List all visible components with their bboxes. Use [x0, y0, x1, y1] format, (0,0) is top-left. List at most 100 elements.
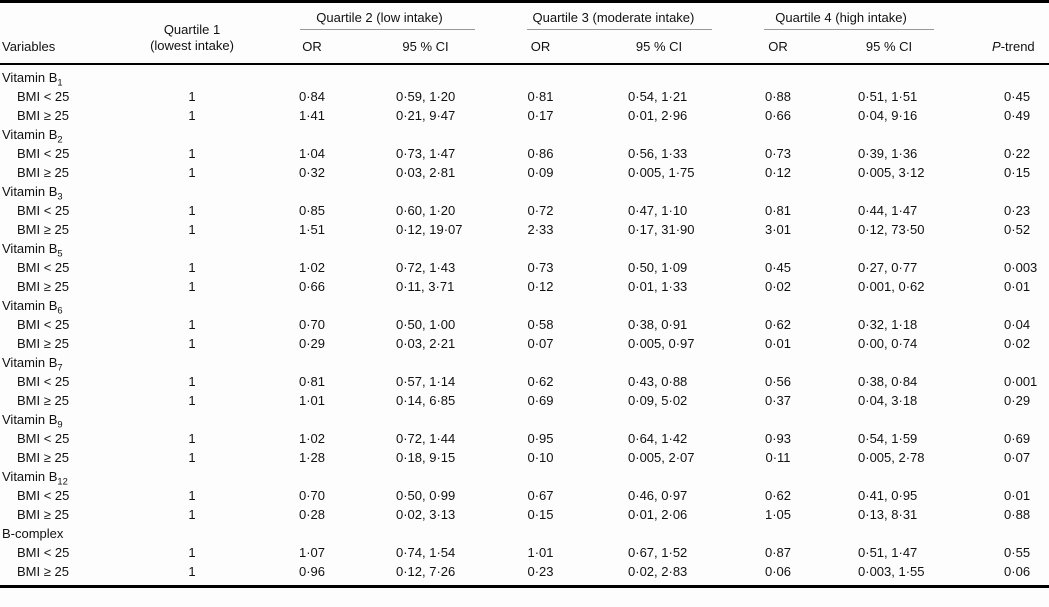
cell-q2-or: 0·84: [298, 89, 326, 104]
cell-q4-or: 0·73: [765, 146, 792, 161]
cell-q3-ci: 0·54, 1·21: [628, 89, 688, 104]
table-row: BMI ≥ 25 1 1·28 0·18, 9·15 0·10 0·005, 2·07 0·…: [0, 448, 1049, 467]
cell-q4-or: 0·37: [765, 393, 792, 408]
row-label: BMI < 25: [17, 317, 70, 332]
cell-p-trend: 0·23: [1004, 203, 1031, 218]
table-row: BMI < 25 1 0·81 0·57, 1·14 0·62 0·43, 0·88 0·5…: [0, 372, 1049, 391]
column-header-p-trend: P-trend: [952, 1, 1049, 65]
cell-q2-or: 1·02: [298, 260, 326, 275]
cell-q3-ci: 0·64, 1·42: [628, 431, 688, 446]
cell-p-trend: 0·69: [1004, 431, 1031, 446]
cell-q3-or: 0·15: [527, 507, 554, 522]
cell-q2-ci: 0·57, 1·14: [396, 374, 456, 389]
section-row: Vitamin B3: [0, 182, 1049, 201]
cell-q1: 1: [188, 222, 196, 237]
cell-q2-ci: 0·59, 1·20: [396, 89, 456, 104]
cell-q2-ci: 0·18, 9·15: [396, 450, 456, 465]
cell-q2-ci: 0·60, 1·20: [396, 203, 456, 218]
table-row: BMI ≥ 25 1 0·66 0·11, 3·71 0·12 0·01, 1·33 0·0…: [0, 277, 1049, 296]
cell-q4-or: 0·45: [765, 260, 792, 275]
column-header-q3-or: OR: [493, 30, 589, 65]
row-label: BMI ≥ 25: [17, 222, 69, 237]
cell-q2-or: 0·81: [298, 374, 326, 389]
cell-p-trend: 0·06: [1004, 564, 1031, 579]
quartile3-underline: [527, 29, 713, 30]
cell-q4-or: 1·05: [765, 507, 792, 522]
cell-q2-or: 1·41: [298, 108, 326, 123]
cell-q2-ci: 0·74, 1·54: [396, 545, 456, 560]
cell-q4-ci: 0·39, 1·36: [858, 146, 918, 161]
cell-q3-ci: 0·01, 2·96: [628, 108, 688, 123]
cell-q4-or: 0·93: [765, 431, 792, 446]
table-row: BMI < 25 1 1·07 0·74, 1·54 1·01 0·67, 1·52 0·8…: [0, 543, 1049, 562]
section-row: Vitamin B9: [0, 410, 1049, 429]
row-label: BMI ≥ 25: [17, 450, 69, 465]
cell-q3-or: 2·33: [527, 222, 554, 237]
cell-q2-ci: 0·72, 1·44: [396, 431, 456, 446]
cell-q4-ci: 0·51, 1·51: [858, 89, 918, 104]
cell-q1: 1: [188, 507, 196, 522]
table-row: BMI < 25 1 0·70 0·50, 0·99 0·67 0·46, 0·97 0·6…: [0, 486, 1049, 505]
group-header-row: Variables Quartile 1 (lowest intake) Qua…: [0, 1, 1049, 65]
cell-p-trend: 0·01: [1004, 279, 1031, 294]
cell-q1: 1: [188, 317, 196, 332]
cell-q4-ci: 0·51, 1·47: [858, 545, 918, 560]
section-label: Vitamin B2: [2, 127, 63, 145]
cell-q3-or: 0·23: [527, 564, 554, 579]
cell-q1: 1: [188, 203, 196, 218]
cell-q2-ci: 0·12, 7·26: [396, 564, 456, 579]
table-row: BMI < 25 1 1·02 0·72, 1·43 0·73 0·50, 1·09 0·4…: [0, 258, 1049, 277]
cell-q3-ci: 0·01, 2·06: [628, 507, 688, 522]
cell-q3-ci: 0·02, 2·83: [628, 564, 688, 579]
cell-q4-or: 0·66: [765, 108, 792, 123]
cell-p-trend: 0·02: [1004, 336, 1031, 351]
column-header-variables: Variables: [0, 1, 118, 65]
cell-q2-ci: 0·12, 19·07: [396, 222, 463, 237]
section-label: Vitamin B12: [2, 469, 68, 487]
quartile4-underline: [764, 29, 935, 30]
cell-q1: 1: [188, 146, 196, 161]
cell-q4-ci: 0·27, 0·77: [858, 260, 918, 275]
cell-q3-ci: 0·005, 0·97: [628, 336, 695, 351]
table-row: BMI ≥ 25 1 1·01 0·14, 6·85 0·69 0·09, 5·02 0·3…: [0, 391, 1049, 410]
column-header-q4-or: OR: [730, 30, 827, 65]
row-label: BMI < 25: [17, 89, 70, 104]
cell-q1: 1: [188, 89, 196, 104]
cell-q3-ci: 0·005, 2·07: [628, 450, 695, 465]
cell-q2-or: 0·29: [298, 336, 326, 351]
row-label: BMI ≥ 25: [17, 279, 69, 294]
cell-q3-or: 0·69: [527, 393, 554, 408]
cell-q4-ci: 0·00, 0·74: [858, 336, 918, 351]
cell-q1: 1: [188, 108, 196, 123]
cell-q2-or: 0·28: [298, 507, 326, 522]
cell-p-trend: 0·55: [1004, 545, 1031, 560]
cell-q2-ci: 0·03, 2·21: [396, 336, 456, 351]
section-label: Vitamin B6: [2, 298, 63, 316]
section-row: Vitamin B6: [0, 296, 1049, 315]
row-label: BMI < 25: [17, 203, 70, 218]
column-header-q2-ci: 95 % CI: [358, 30, 494, 65]
cell-q3-ci: 0·56, 1·33: [628, 146, 688, 161]
table-row: BMI ≥ 25 1 0·29 0·03, 2·21 0·07 0·005, 0·97 0·…: [0, 334, 1049, 353]
quartile4-label: Quartile 4 (high intake): [775, 10, 907, 25]
column-header-q3-ci: 95 % CI: [588, 30, 731, 65]
cell-q4-ci: 0·32, 1·18: [858, 317, 918, 332]
cell-q2-or: 0·32: [298, 165, 326, 180]
table-row: BMI ≥ 25 1 0·32 0·03, 2·81 0·09 0·005, 1·75 0·…: [0, 163, 1049, 182]
cell-q3-or: 0·17: [527, 108, 554, 123]
cell-p-trend: 0·001: [1004, 374, 1038, 389]
p-trend-italic-p: P: [992, 39, 1001, 54]
cell-q2-ci: 0·02, 3·13: [396, 507, 456, 522]
cell-q3-ci: 0·47, 1·10: [628, 203, 688, 218]
cell-p-trend: 0·15: [1004, 165, 1031, 180]
cell-p-trend: 0·01: [1004, 488, 1031, 503]
cell-p-trend: 0·49: [1004, 108, 1031, 123]
cell-q2-or: 1·04: [298, 146, 326, 161]
section-row: Vitamin B5: [0, 239, 1049, 258]
row-label: BMI < 25: [17, 374, 70, 389]
row-label: BMI < 25: [17, 146, 70, 161]
cell-q2-ci: 0·03, 2·81: [396, 165, 456, 180]
cell-q3-or: 0·72: [527, 203, 554, 218]
cell-q3-or: 0·07: [527, 336, 554, 351]
